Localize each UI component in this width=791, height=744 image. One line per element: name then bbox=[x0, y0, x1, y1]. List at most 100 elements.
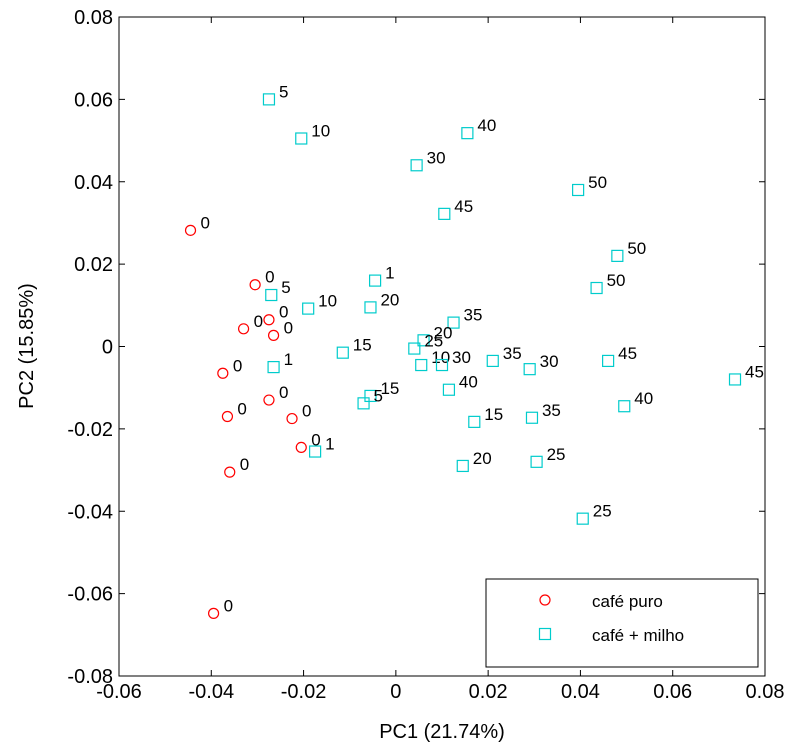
y-tick-label: 0.08 bbox=[74, 7, 113, 29]
point-label: 0 bbox=[240, 455, 249, 474]
x-tick-label: 0.06 bbox=[653, 681, 692, 703]
data-point-cafe-milho bbox=[456, 459, 469, 473]
data-point-cafe-milho bbox=[590, 281, 603, 295]
data-point-cafe-milho bbox=[368, 274, 382, 287]
x-tick-label: -0.02 bbox=[281, 681, 327, 703]
x-tick-label: 0.04 bbox=[561, 681, 600, 703]
point-label: 30 bbox=[452, 348, 471, 367]
point-label: 40 bbox=[634, 389, 653, 408]
data-point-cafe-milho bbox=[572, 183, 585, 197]
point-label: 45 bbox=[454, 197, 473, 216]
x-tick-label: -0.04 bbox=[188, 681, 234, 703]
point-label: 35 bbox=[464, 306, 483, 325]
data-point-cafe-milho bbox=[468, 415, 481, 428]
data-point-cafe-milho bbox=[486, 354, 499, 368]
y-tick-label: 0.04 bbox=[74, 172, 113, 194]
legend-marker-cafe-puro bbox=[539, 594, 551, 606]
point-label: 40 bbox=[477, 116, 496, 135]
point-label: 5 bbox=[281, 278, 290, 297]
x-tick-label: -0.06 bbox=[96, 681, 142, 703]
data-point-cafe-milho bbox=[410, 159, 423, 172]
point-label: 20 bbox=[434, 323, 453, 342]
point-label: 25 bbox=[424, 332, 443, 351]
data-point-cafe-milho bbox=[357, 397, 370, 410]
y-tick-label: 0.02 bbox=[74, 254, 113, 276]
data-point-cafe-milho bbox=[576, 512, 589, 525]
point-label: 10 bbox=[318, 292, 337, 311]
point-label: 0 bbox=[254, 312, 263, 331]
data-point-cafe-milho bbox=[336, 346, 349, 359]
y-axis-title: PC2 (15.85%) bbox=[16, 283, 38, 409]
data-point-cafe-milho bbox=[523, 363, 536, 376]
point-label: 45 bbox=[618, 344, 637, 363]
data-point-cafe-puro bbox=[221, 410, 234, 423]
y-tick-label: 0 bbox=[102, 337, 113, 359]
point-label: 35 bbox=[542, 401, 561, 420]
data-point-cafe-milho bbox=[295, 132, 308, 145]
point-label: 0 bbox=[302, 402, 311, 421]
point-label: 50 bbox=[607, 271, 626, 290]
point-label: 50 bbox=[588, 173, 607, 192]
point-label: 25 bbox=[547, 445, 566, 464]
y-tick-label: 0.06 bbox=[74, 89, 113, 111]
data-point-cafe-puro bbox=[184, 224, 197, 236]
point-label: 1 bbox=[385, 264, 394, 283]
legend-label-cafe-puro: café puro bbox=[592, 592, 663, 611]
data-point-cafe-milho bbox=[267, 360, 280, 374]
point-label: 1 bbox=[325, 435, 334, 454]
axis-ticks: -0.06 -0.04 -0.02 0 0.02 0.04 0.06 0.08-0.08-0.… bbox=[67, 7, 784, 703]
x-axis-title: PC1 (21.74%) bbox=[379, 721, 505, 743]
point-label: 0 bbox=[284, 318, 293, 337]
data-point-cafe-puro bbox=[237, 323, 250, 335]
point-label: 0 bbox=[201, 213, 210, 232]
data-point-cafe-milho bbox=[262, 93, 276, 106]
legend-marker-cafe-milho bbox=[538, 627, 552, 641]
data-point-cafe-milho bbox=[265, 288, 278, 302]
data-point-cafe-milho bbox=[728, 373, 742, 386]
data-point-cafe-milho bbox=[309, 445, 322, 458]
data-point-cafe-puro bbox=[224, 466, 236, 478]
x-tick-label: 0.08 bbox=[746, 681, 785, 703]
legend-box bbox=[485, 578, 759, 668]
data-point-cafe-puro bbox=[286, 412, 298, 425]
data-point-cafe-milho bbox=[408, 342, 421, 355]
data-point-cafe-puro bbox=[217, 367, 229, 379]
data-point-cafe-puro bbox=[207, 607, 220, 619]
point-label: 5 bbox=[374, 386, 383, 405]
point-label: 0 bbox=[279, 383, 288, 402]
y-tick-label: -0.08 bbox=[67, 666, 113, 688]
data-point-cafe-puro bbox=[267, 329, 280, 341]
point-label: 0 bbox=[233, 356, 242, 375]
point-label: 0 bbox=[265, 268, 274, 287]
point-label: 5 bbox=[279, 82, 288, 101]
data-point-cafe-milho bbox=[364, 389, 377, 403]
data-point-cafe-milho bbox=[447, 316, 460, 329]
x-tick-label: 0 bbox=[390, 681, 401, 703]
data-point-cafe-puro bbox=[263, 394, 275, 406]
x-tick-label: 0.02 bbox=[469, 681, 508, 703]
data-point-cafe-milho bbox=[530, 455, 543, 468]
data-point-cafe-milho bbox=[417, 334, 430, 347]
point-label: 0 bbox=[311, 430, 320, 449]
plot-area-frame bbox=[118, 16, 766, 677]
y-tick-label: -0.02 bbox=[67, 419, 113, 441]
data-point-cafe-milho bbox=[364, 301, 377, 314]
point-label: 10 bbox=[311, 122, 330, 141]
point-label: 20 bbox=[473, 449, 492, 468]
data-point-cafe-milho bbox=[435, 358, 449, 372]
data-point-cafe-milho bbox=[525, 411, 539, 424]
data-point-cafe-milho bbox=[611, 249, 624, 262]
y-tick-label: -0.06 bbox=[67, 584, 113, 606]
point-label: 20 bbox=[380, 290, 399, 309]
data-point-cafe-puro bbox=[295, 441, 307, 454]
data-point-cafe-milho bbox=[438, 207, 451, 220]
legend: café puro café + milho bbox=[485, 578, 759, 668]
legend-label-cafe-milho: café + milho bbox=[592, 626, 684, 645]
y-tick-label: -0.04 bbox=[67, 501, 113, 523]
data-point-cafe-milho bbox=[302, 302, 315, 315]
point-label: 30 bbox=[540, 352, 559, 371]
point-label: 1 bbox=[284, 350, 293, 369]
point-label: 45 bbox=[745, 362, 764, 381]
point-label: 50 bbox=[627, 239, 646, 258]
